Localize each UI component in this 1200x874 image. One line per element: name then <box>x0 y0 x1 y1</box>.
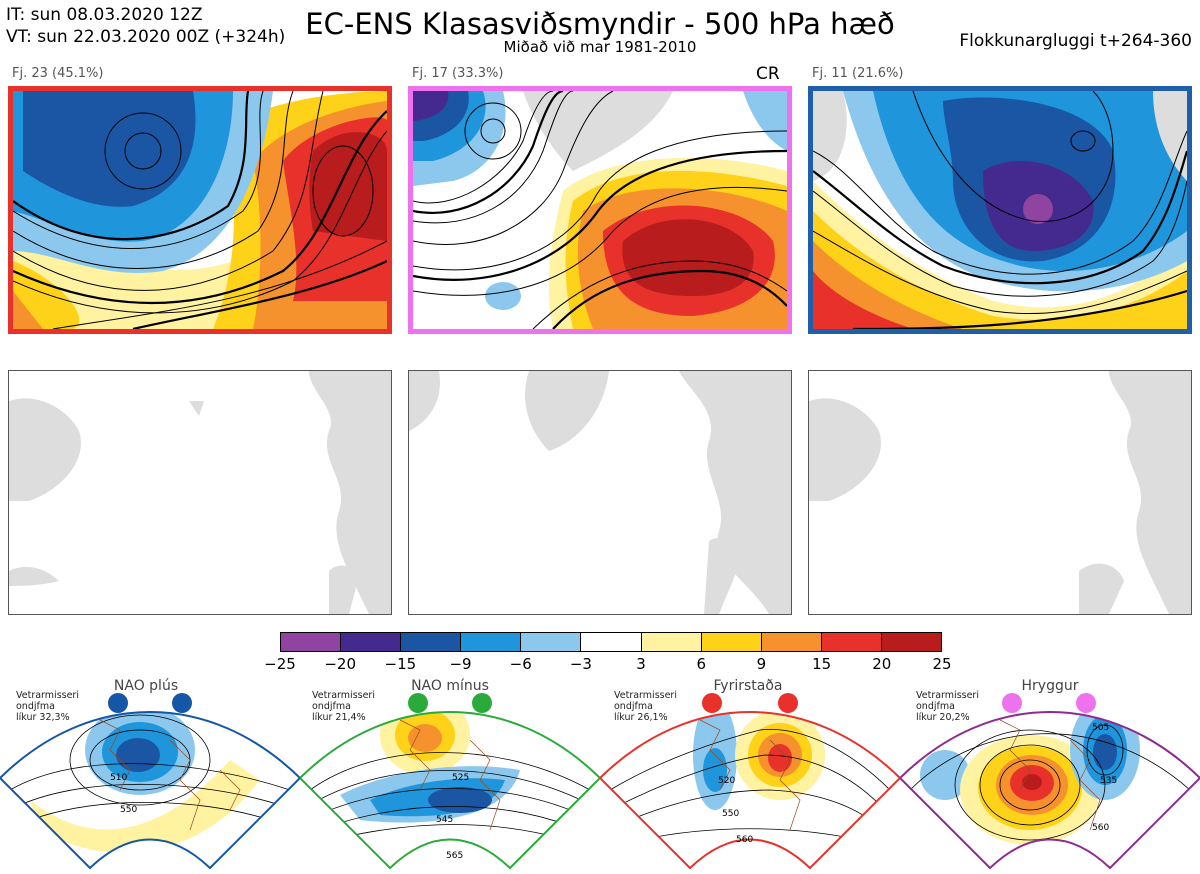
colorbar-swatch <box>581 633 642 651</box>
colorbar-swatch <box>761 633 822 651</box>
regime-1-desc: Vetrarmisseri ondjfma líkur 32,3% <box>16 690 79 723</box>
cluster-1-label: Fj. 23 (45.1%) <box>12 66 104 81</box>
cluster-2-map <box>408 86 792 334</box>
regime-2-name: NAO mínus <box>411 678 489 694</box>
colorbar <box>280 632 942 652</box>
regime-2-map: 525 545 565 <box>298 680 602 870</box>
colorbar-tick: −3 <box>569 655 592 673</box>
regime-3-label-2: 550 <box>722 809 739 819</box>
cluster-2-tag: CR <box>756 64 780 84</box>
colorbar-tick: −15 <box>384 655 417 673</box>
cluster-3-label: Fj. 11 (21.6%) <box>812 66 904 81</box>
regime-3-label-1: 520 <box>718 776 735 786</box>
regime-4-label-3: 560 <box>1092 823 1109 833</box>
colorbar-tick: 20 <box>872 655 892 673</box>
colorbar-tick: −6 <box>509 655 532 673</box>
valid-time: VT: sun 22.03.2020 00Z (+324h) <box>6 27 286 47</box>
colorbar-swatch <box>641 633 702 651</box>
run-info: IT: sun 08.03.2020 12Z VT: sun 22.03.202… <box>6 4 285 48</box>
regime-2-desc: Vetrarmisseri ondjfma líkur 21,4% <box>312 690 375 723</box>
page-subtitle: Miðað við mar 1981-2010 <box>503 38 697 56</box>
colorbar-tick: 6 <box>696 655 707 673</box>
regime-3-map: 520 550 560 <box>598 680 902 870</box>
cluster-2-label: Fj. 17 (33.3%) <box>412 66 504 81</box>
colorbar-swatch <box>281 633 342 651</box>
regime-2-label-1: 525 <box>452 773 469 783</box>
regime-3-label-3: 560 <box>736 835 753 845</box>
colorbar-swatch <box>341 633 402 651</box>
colorbar-swatch <box>461 633 522 651</box>
regime-1-name: NAO plús <box>113 678 179 694</box>
colorbar-tick: −9 <box>449 655 472 673</box>
regime-2-label-3: 565 <box>446 851 463 861</box>
cluster-3-map <box>808 86 1192 334</box>
colorbar-tick: 3 <box>636 655 646 673</box>
init-time: IT: sun 08.03.2020 12Z <box>6 5 203 25</box>
regime-1-label-1: 510 <box>110 773 127 783</box>
colorbar-tick: 9 <box>756 655 767 673</box>
colorbar-tick: −20 <box>324 655 356 673</box>
colorbar-swatch <box>881 633 942 651</box>
regime-1-label-2: 550 <box>120 805 137 815</box>
colorbar-tick: 25 <box>932 655 952 673</box>
regime-4-label-1: 505 <box>1092 723 1109 733</box>
empty-map-3 <box>808 370 1192 615</box>
colorbar-swatch <box>821 633 882 651</box>
cluster-1-map <box>8 86 392 334</box>
classification-window: Flokkunargluggi t+264-360 <box>959 31 1192 51</box>
regime-1-map: 510 550 <box>0 680 302 870</box>
colorbar-swatch <box>401 633 462 651</box>
regime-4-name: Hryggur <box>1021 678 1079 694</box>
regime-2-label-2: 545 <box>436 815 453 825</box>
regime-3-desc: Vetrarmisseri ondjfma líkur 26,1% <box>614 690 677 723</box>
empty-map-2 <box>408 370 792 615</box>
empty-map-1 <box>8 370 392 615</box>
regime-4-label-2: 535 <box>1100 776 1117 786</box>
regime-4-map: 505 535 560 <box>898 680 1200 870</box>
colorbar-tick: −25 <box>264 655 296 673</box>
regime-4-desc: Vetrarmisseri ondjfma líkur 20,2% <box>916 690 979 723</box>
colorbar-tick: 15 <box>812 655 832 673</box>
colorbar-swatch <box>701 633 762 651</box>
regime-3-name: Fyrirstaða <box>713 678 783 694</box>
colorbar-swatch <box>521 633 582 651</box>
page-title: EC-ENS Klasasviðsmyndir - 500 hPa hæð <box>305 7 895 41</box>
